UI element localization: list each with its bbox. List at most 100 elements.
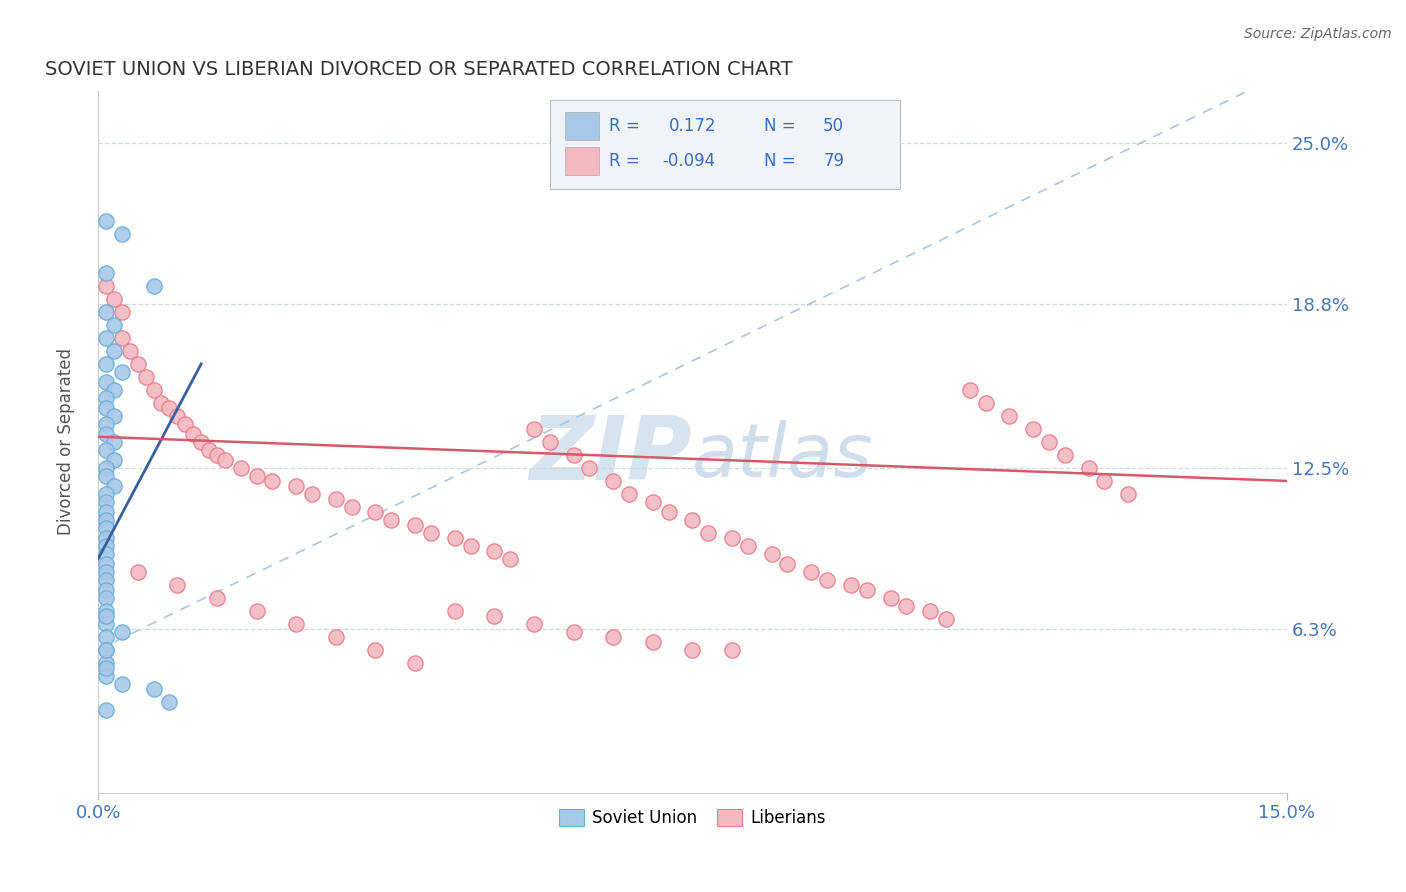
Point — [285, 479, 308, 493]
Point — [776, 557, 799, 571]
Point — [157, 401, 180, 416]
Point — [697, 525, 720, 540]
Point — [94, 375, 117, 389]
Point — [602, 630, 624, 644]
Point — [103, 344, 125, 359]
Point — [94, 642, 117, 657]
Point — [94, 573, 117, 587]
Point — [111, 676, 134, 690]
Point — [94, 702, 117, 716]
Point — [920, 604, 942, 618]
Point — [166, 409, 188, 423]
Point — [94, 331, 117, 345]
Point — [94, 604, 117, 618]
Point — [111, 305, 134, 319]
Text: N =: N = — [763, 153, 796, 170]
Point — [404, 518, 426, 533]
Point — [523, 422, 546, 436]
Point — [190, 434, 212, 449]
Point — [94, 539, 117, 553]
Point — [94, 630, 117, 644]
Point — [855, 582, 877, 597]
Point — [499, 552, 522, 566]
Point — [245, 604, 267, 618]
Point — [94, 609, 117, 624]
Point — [94, 494, 117, 508]
Point — [443, 604, 465, 618]
Point — [974, 396, 997, 410]
Point — [103, 434, 125, 449]
Text: SOVIET UNION VS LIBERIAN DIVORCED OR SEPARATED CORRELATION CHART: SOVIET UNION VS LIBERIAN DIVORCED OR SEP… — [45, 60, 792, 78]
Point — [94, 565, 117, 579]
Point — [142, 383, 165, 397]
Point — [245, 468, 267, 483]
Point — [641, 494, 664, 508]
Point — [103, 479, 125, 493]
Point — [127, 357, 149, 371]
Text: ZIP: ZIP — [530, 412, 692, 500]
Point — [658, 505, 681, 519]
Point — [1094, 474, 1116, 488]
Point — [617, 487, 640, 501]
Point — [523, 616, 546, 631]
Point — [959, 383, 981, 397]
FancyBboxPatch shape — [550, 100, 900, 189]
Point — [839, 578, 862, 592]
Point — [998, 409, 1021, 423]
Text: N =: N = — [763, 118, 796, 136]
Point — [364, 642, 387, 657]
Legend: Soviet Union, Liberians: Soviet Union, Liberians — [553, 802, 832, 833]
Point — [94, 279, 117, 293]
Point — [111, 624, 134, 639]
Point — [879, 591, 901, 605]
Point — [761, 547, 783, 561]
Text: 50: 50 — [823, 118, 844, 136]
Point — [1022, 422, 1045, 436]
Point — [205, 448, 228, 462]
Point — [94, 582, 117, 597]
Point — [103, 318, 125, 332]
Point — [562, 624, 585, 639]
Point — [419, 525, 441, 540]
Text: R =: R = — [609, 118, 640, 136]
Point — [111, 227, 134, 241]
Point — [721, 642, 744, 657]
Point — [94, 557, 117, 571]
Point — [94, 661, 117, 675]
Point — [94, 391, 117, 405]
Point — [94, 461, 117, 475]
Point — [737, 539, 759, 553]
Point — [484, 544, 506, 558]
Point — [1053, 448, 1076, 462]
Point — [721, 531, 744, 545]
Point — [262, 474, 284, 488]
Point — [94, 427, 117, 442]
Text: R =: R = — [609, 153, 640, 170]
Point — [681, 642, 703, 657]
Point — [103, 383, 125, 397]
Point — [174, 417, 197, 431]
Text: -0.094: -0.094 — [662, 153, 716, 170]
Point — [94, 305, 117, 319]
Point — [94, 417, 117, 431]
Point — [301, 487, 323, 501]
FancyBboxPatch shape — [565, 112, 599, 140]
Point — [166, 578, 188, 592]
Point — [364, 505, 387, 519]
Point — [94, 357, 117, 371]
Point — [1077, 461, 1099, 475]
Text: Source: ZipAtlas.com: Source: ZipAtlas.com — [1244, 27, 1392, 41]
Point — [103, 409, 125, 423]
Point — [1038, 434, 1060, 449]
Point — [815, 573, 838, 587]
Point — [380, 513, 402, 527]
Point — [340, 500, 363, 514]
Point — [142, 279, 165, 293]
Point — [460, 539, 482, 553]
Point — [118, 344, 141, 359]
Point — [198, 442, 221, 457]
Point — [94, 401, 117, 416]
Point — [94, 591, 117, 605]
Point — [538, 434, 561, 449]
Point — [103, 292, 125, 306]
